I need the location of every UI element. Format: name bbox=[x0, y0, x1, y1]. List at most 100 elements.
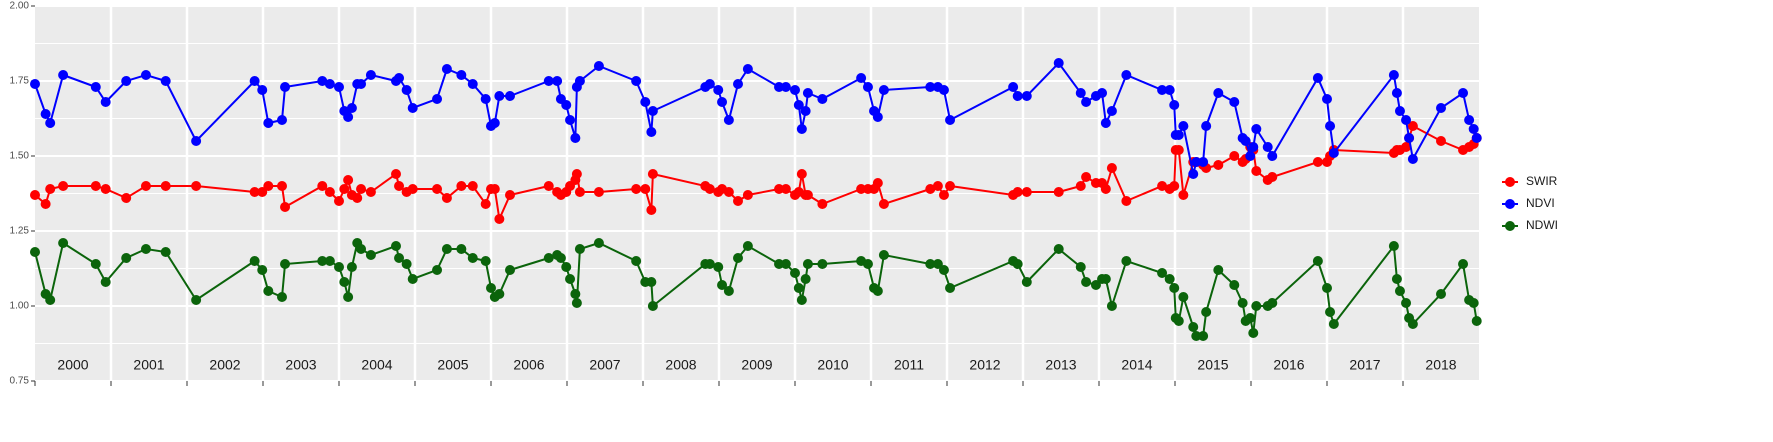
point bbox=[494, 91, 505, 101]
point bbox=[160, 181, 171, 191]
point bbox=[780, 259, 791, 269]
point bbox=[733, 79, 743, 89]
point bbox=[571, 298, 582, 308]
point bbox=[480, 256, 491, 266]
x-tick-label: 2013 bbox=[1045, 357, 1076, 373]
point bbox=[796, 124, 807, 134]
point bbox=[802, 88, 813, 98]
point bbox=[802, 259, 813, 269]
point bbox=[817, 259, 828, 269]
point bbox=[1229, 97, 1240, 107]
point bbox=[1322, 283, 1332, 293]
point bbox=[1394, 286, 1405, 296]
point bbox=[856, 184, 867, 194]
point bbox=[58, 70, 69, 80]
point bbox=[394, 253, 405, 263]
point bbox=[365, 70, 376, 80]
point bbox=[1468, 124, 1479, 134]
point bbox=[1404, 133, 1415, 143]
point bbox=[1081, 277, 1092, 287]
point bbox=[280, 202, 291, 212]
y-tick-label: 1.75 bbox=[10, 76, 30, 87]
point bbox=[1407, 319, 1418, 329]
point bbox=[1081, 172, 1092, 182]
point bbox=[1198, 157, 1209, 167]
point bbox=[1312, 157, 1323, 167]
point bbox=[704, 184, 715, 194]
point bbox=[100, 184, 111, 194]
point bbox=[346, 262, 357, 272]
point bbox=[1173, 130, 1184, 140]
point bbox=[1157, 181, 1168, 191]
point bbox=[647, 169, 658, 179]
x-tick-label: 2001 bbox=[133, 357, 164, 373]
point bbox=[1248, 328, 1259, 338]
x-tick-label: 2003 bbox=[285, 357, 316, 373]
point bbox=[1012, 259, 1023, 269]
x-tick-label: 2015 bbox=[1197, 357, 1228, 373]
point bbox=[723, 187, 734, 197]
x-tick-label: 2010 bbox=[817, 357, 848, 373]
x-tick-label: 2016 bbox=[1273, 357, 1304, 373]
point bbox=[356, 79, 367, 89]
point bbox=[160, 76, 171, 86]
point bbox=[872, 286, 883, 296]
y-tick-label: 0.75 bbox=[10, 376, 30, 387]
x-tick-label: 2004 bbox=[361, 357, 392, 373]
x-tick-label: 2018 bbox=[1425, 357, 1456, 373]
point bbox=[1100, 118, 1111, 128]
point bbox=[263, 118, 274, 128]
point bbox=[780, 82, 791, 92]
point bbox=[324, 256, 335, 266]
x-tick-label: 2014 bbox=[1121, 357, 1152, 373]
point bbox=[58, 238, 69, 248]
point bbox=[571, 169, 582, 179]
point bbox=[391, 241, 401, 251]
point bbox=[394, 73, 405, 83]
point bbox=[1436, 289, 1446, 299]
point bbox=[45, 295, 56, 305]
point bbox=[1012, 187, 1023, 197]
point bbox=[631, 76, 642, 86]
point bbox=[1267, 151, 1278, 161]
point bbox=[334, 196, 344, 206]
point bbox=[1436, 136, 1446, 146]
point bbox=[742, 241, 753, 251]
point bbox=[1053, 187, 1064, 197]
x-tick-label: 2002 bbox=[209, 357, 240, 373]
point bbox=[862, 82, 873, 92]
point bbox=[1191, 331, 1202, 341]
point bbox=[646, 277, 657, 287]
point bbox=[1394, 106, 1405, 116]
point bbox=[160, 247, 171, 257]
point bbox=[317, 256, 328, 266]
y-tick-label: 2.00 bbox=[10, 1, 30, 12]
point bbox=[646, 205, 657, 215]
point bbox=[593, 238, 604, 248]
point bbox=[40, 199, 51, 209]
legend-label: NDWI bbox=[1526, 218, 1558, 232]
point bbox=[796, 295, 807, 305]
point bbox=[574, 244, 585, 254]
point bbox=[45, 118, 56, 128]
point bbox=[713, 262, 724, 272]
point bbox=[872, 178, 883, 188]
point bbox=[1188, 322, 1199, 332]
point bbox=[593, 187, 604, 197]
point bbox=[647, 301, 658, 311]
point bbox=[1213, 265, 1224, 275]
point bbox=[401, 85, 412, 95]
point bbox=[1075, 88, 1086, 98]
point bbox=[1251, 166, 1262, 176]
point bbox=[817, 199, 828, 209]
point bbox=[800, 106, 811, 116]
point bbox=[263, 181, 274, 191]
point bbox=[352, 193, 363, 203]
point bbox=[1458, 259, 1469, 269]
point bbox=[467, 79, 478, 89]
point bbox=[717, 280, 728, 290]
point bbox=[263, 286, 274, 296]
point bbox=[1312, 73, 1323, 83]
point bbox=[774, 259, 785, 269]
